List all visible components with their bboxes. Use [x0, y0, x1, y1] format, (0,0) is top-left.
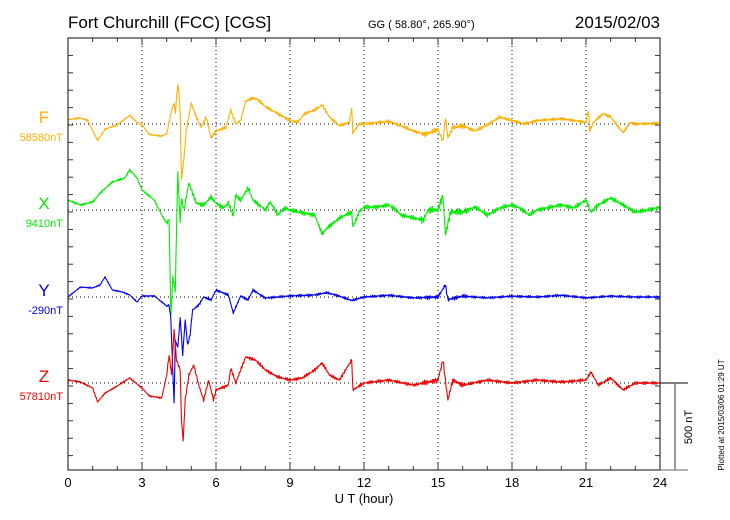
x-tick-label: 21 [579, 475, 593, 490]
axes: 0 3 6 9 12 15 18 21 24 [64, 37, 667, 490]
x-tick-label: 24 [653, 475, 667, 490]
series-labels: F 58580nT X 9410nT Y -290nT Z 57810nT [20, 108, 64, 403]
station-title: Fort Churchill (FCC) [CGS] [68, 13, 271, 32]
series-line-y [67, 276, 661, 404]
series-name-y: Y [38, 281, 49, 300]
x-axis-label: U T (hour) [335, 491, 394, 506]
series-name-f: F [39, 108, 49, 127]
series-name-x: X [38, 194, 49, 213]
series-line-z [67, 328, 661, 442]
series-name-z: Z [39, 367, 49, 386]
series-baseline-x: 9410nT [26, 218, 64, 230]
scale-bar-label: 500 nT [683, 410, 695, 445]
plot-date: 2015/02/03 [575, 13, 660, 32]
x-tick-label: 3 [138, 475, 145, 490]
x-tick-label: 0 [64, 475, 71, 490]
series-baseline-y: -290nT [28, 305, 63, 317]
series-lines [67, 84, 661, 442]
x-tick-label: 12 [357, 475, 371, 490]
series-baseline-z: 57810nT [20, 391, 64, 403]
series-line-x [67, 168, 661, 316]
grid [68, 38, 660, 470]
series-line-f [67, 84, 661, 180]
series-baseline-f: 58580nT [20, 132, 64, 144]
scale-bar: 500 nT [660, 382, 695, 471]
plotted-at: Plotted at 2015/03/06 01:29 UT [717, 359, 726, 470]
x-tick-label: 15 [431, 475, 445, 490]
station-coords: GG ( 58.80°, 265.90°) [368, 19, 475, 31]
x-tick-label: 9 [286, 475, 293, 490]
x-tick-label: 18 [505, 475, 519, 490]
x-tick-label: 6 [212, 475, 219, 490]
